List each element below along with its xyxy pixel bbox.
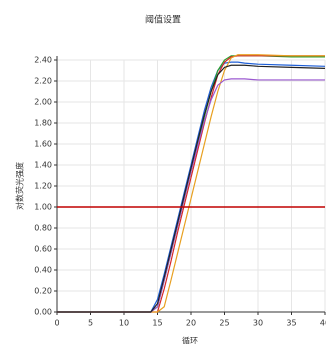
x-tick-label: 35 [286,319,296,328]
curve [57,78,325,313]
x-tick-label: 40 [320,319,326,328]
x-tick-label: 30 [253,319,263,328]
curve [57,55,325,313]
chart-title: 阈值设置 [145,14,181,26]
y-tick-label: 2.00 [34,98,52,107]
y-tick-label: 0.00 [34,308,52,317]
y-tick-label: 1.80 [34,119,52,128]
y-tick-label: 0.40 [34,266,52,275]
y-tick-label: 1.60 [34,140,52,149]
x-tick-label: 10 [119,319,129,328]
x-tick-label: 0 [54,319,59,328]
curve [57,61,326,313]
curve [57,54,325,313]
x-tick-label: 5 [88,319,93,328]
y-tick-label: 2.40 [34,56,52,65]
y-axis-label: 对数荧光强度 [15,162,25,210]
x-tick-label: 20 [186,319,196,328]
y-tick-label: 0.80 [34,224,52,233]
curve [57,64,326,313]
y-tick-label: 1.40 [34,161,52,170]
y-tick-label: 1.20 [34,182,52,191]
x-tick-label: 25 [219,319,229,328]
y-tick-label: 1.00 [34,203,52,212]
y-tick-label: 0.60 [34,245,52,254]
y-tick-label: 2.20 [34,77,52,86]
y-tick-label: 0.20 [34,287,52,296]
x-axis-label: 循环 [182,336,198,344]
x-tick-label: 15 [152,319,162,328]
